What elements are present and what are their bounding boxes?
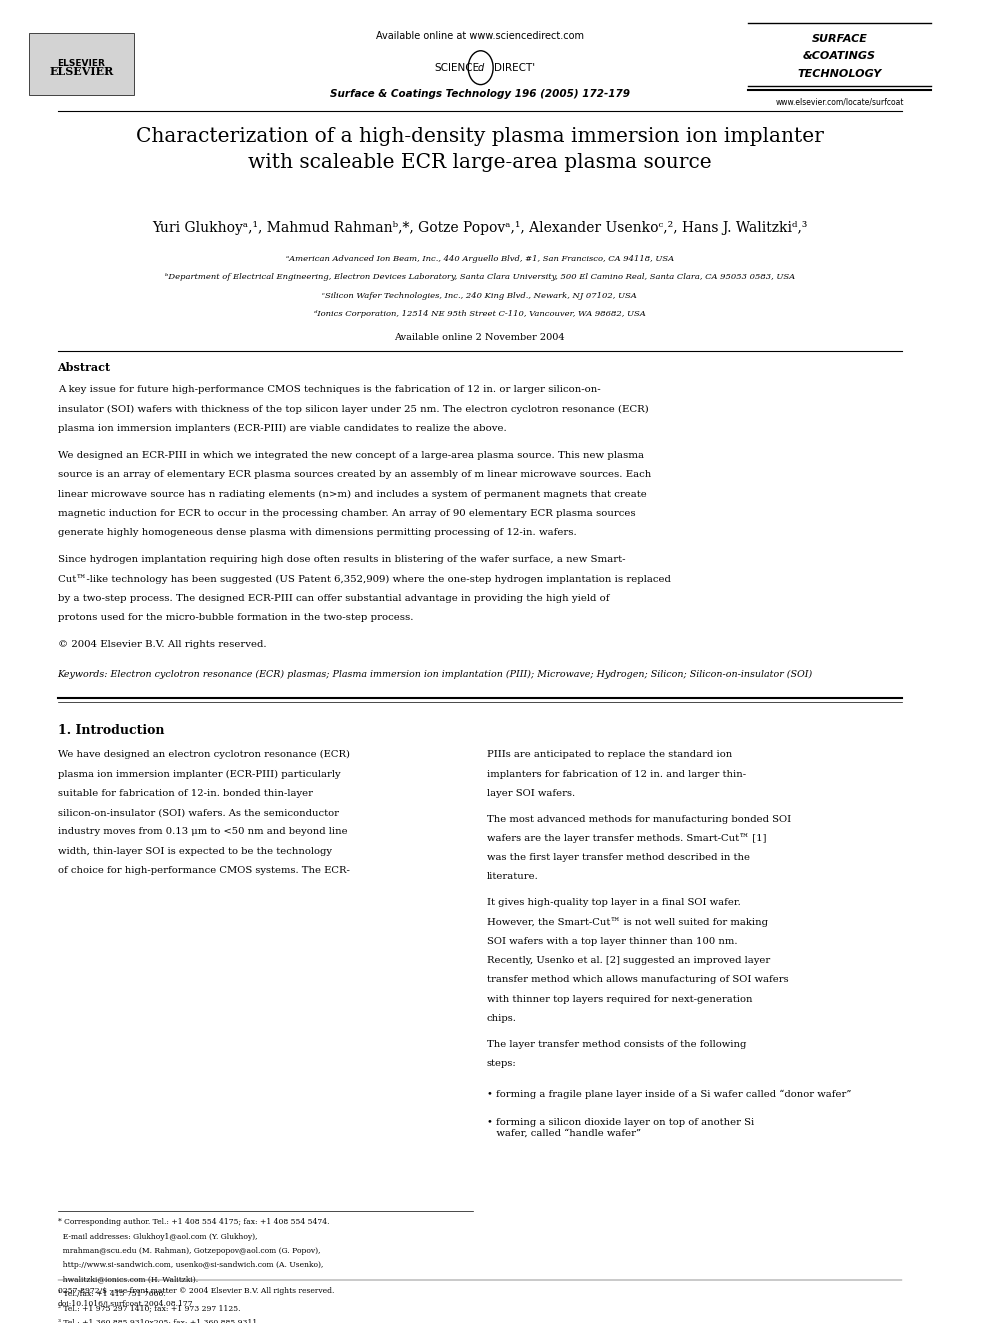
Text: The most advanced methods for manufacturing bonded SOI: The most advanced methods for manufactur… xyxy=(487,815,791,824)
Text: SOI wafers with a top layer thinner than 100 nm.: SOI wafers with a top layer thinner than… xyxy=(487,937,737,946)
Text: layer SOI wafers.: layer SOI wafers. xyxy=(487,789,575,798)
Text: 1. Introduction: 1. Introduction xyxy=(58,724,164,737)
Text: However, the Smart-Cut™ is not well suited for making: However, the Smart-Cut™ is not well suit… xyxy=(487,917,768,927)
Text: ELSEVIER: ELSEVIER xyxy=(50,66,114,77)
Text: Available online at www.sciencedirect.com: Available online at www.sciencedirect.co… xyxy=(376,32,583,41)
Text: PIIIs are anticipated to replace the standard ion: PIIIs are anticipated to replace the sta… xyxy=(487,750,732,759)
Text: mrahman@scu.edu (M. Rahman), Gotzepopov@aol.com (G. Popov),: mrahman@scu.edu (M. Rahman), Gotzepopov@… xyxy=(58,1248,320,1256)
Text: of choice for high-performance CMOS systems. The ECR-: of choice for high-performance CMOS syst… xyxy=(58,867,349,875)
FancyBboxPatch shape xyxy=(29,33,134,95)
Text: generate highly homogeneous dense plasma with dimensions permitting processing o: generate highly homogeneous dense plasma… xyxy=(58,528,576,537)
Text: ELSEVIER: ELSEVIER xyxy=(58,60,105,69)
Text: ¹ Tel./fax: +1 415 751 7666.: ¹ Tel./fax: +1 415 751 7666. xyxy=(58,1290,166,1298)
Text: ᵈIonics Corporation, 12514 NE 95th Street C-110, Vancouver, WA 98682, USA: ᵈIonics Corporation, 12514 NE 95th Stree… xyxy=(313,310,646,318)
Text: by a two-step process. The designed ECR-PIII can offer substantial advantage in : by a two-step process. The designed ECR-… xyxy=(58,594,609,602)
Text: plasma ion immersion implanter (ECR-PIII) particularly: plasma ion immersion implanter (ECR-PIII… xyxy=(58,770,340,779)
Text: transfer method which allows manufacturing of SOI wafers: transfer method which allows manufacturi… xyxy=(487,975,789,984)
Text: doi:10.1016/j.surfcoat.2004.08.177: doi:10.1016/j.surfcoat.2004.08.177 xyxy=(58,1301,193,1308)
Text: Available online 2 November 2004: Available online 2 November 2004 xyxy=(395,333,565,343)
Text: d: d xyxy=(477,62,484,73)
Text: hwalitzki@ionics.com (H. Walitzki).: hwalitzki@ionics.com (H. Walitzki). xyxy=(58,1275,197,1283)
Text: It gives high-quality top layer in a final SOI wafer.: It gives high-quality top layer in a fin… xyxy=(487,898,741,908)
Text: chips.: chips. xyxy=(487,1013,517,1023)
Text: Recently, Usenko et al. [2] suggested an improved layer: Recently, Usenko et al. [2] suggested an… xyxy=(487,957,770,964)
Text: SURFACE: SURFACE xyxy=(811,34,867,44)
Text: implanters for fabrication of 12 in. and larger thin-: implanters for fabrication of 12 in. and… xyxy=(487,770,746,779)
Text: was the first layer transfer method described in the: was the first layer transfer method desc… xyxy=(487,853,750,863)
Text: Cut™-like technology has been suggested (US Patent 6,352,909) where the one-step: Cut™-like technology has been suggested … xyxy=(58,574,671,583)
Text: DIRECT': DIRECT' xyxy=(494,62,536,73)
Text: source is an array of elementary ECR plasma sources created by an assembly of m : source is an array of elementary ECR pla… xyxy=(58,470,651,479)
Text: ² Tel.: +1 973 297 1410; fax: +1 973 297 1125.: ² Tel.: +1 973 297 1410; fax: +1 973 297… xyxy=(58,1304,240,1312)
Text: &COATINGS: &COATINGS xyxy=(803,52,876,61)
Text: * Corresponding author. Tel.: +1 408 554 4175; fax: +1 408 554 5474.: * Corresponding author. Tel.: +1 408 554… xyxy=(58,1218,329,1226)
Text: TECHNOLOGY: TECHNOLOGY xyxy=(798,69,882,79)
Text: Characterization of a high-density plasma immersion ion implanter
with scaleable: Characterization of a high-density plasm… xyxy=(136,127,823,172)
Text: www.elsevier.com/locate/surfcoat: www.elsevier.com/locate/surfcoat xyxy=(775,97,904,106)
Text: plasma ion immersion implanters (ECR-PIII) are viable candidates to realize the : plasma ion immersion implanters (ECR-PII… xyxy=(58,423,506,433)
Text: A key issue for future high-performance CMOS techniques is the fabrication of 12: A key issue for future high-performance … xyxy=(58,385,600,394)
Text: Keywords: Electron cyclotron resonance (ECR) plasmas; Plasma immersion ion impla: Keywords: Electron cyclotron resonance (… xyxy=(58,669,812,679)
Text: Yuri Glukhoyᵃ,¹, Mahmud Rahmanᵇ,*, Gotze Popovᵃ,¹, Alexander Usenkoᶜ,², Hans J. : Yuri Glukhoyᵃ,¹, Mahmud Rahmanᵇ,*, Gotze… xyxy=(152,221,807,234)
Text: industry moves from 0.13 μm to <50 nm and beyond line: industry moves from 0.13 μm to <50 nm an… xyxy=(58,827,347,836)
Text: steps:: steps: xyxy=(487,1058,517,1068)
Text: We have designed an electron cyclotron resonance (ECR): We have designed an electron cyclotron r… xyxy=(58,750,349,759)
Text: We designed an ECR-PIII in which we integrated the new concept of a large-area p: We designed an ECR-PIII in which we inte… xyxy=(58,451,644,460)
Text: Abstract: Abstract xyxy=(58,363,111,373)
Text: Since hydrogen implantation requiring high dose often results in blistering of t: Since hydrogen implantation requiring hi… xyxy=(58,556,625,564)
Text: 0257-8972/$ - see front matter © 2004 Elsevier B.V. All rights reserved.: 0257-8972/$ - see front matter © 2004 El… xyxy=(58,1287,334,1295)
Text: width, thin-layer SOI is expected to be the technology: width, thin-layer SOI is expected to be … xyxy=(58,847,331,856)
Text: suitable for fabrication of 12-in. bonded thin-layer: suitable for fabrication of 12-in. bonde… xyxy=(58,789,312,798)
Text: • forming a fragile plane layer inside of a Si wafer called “donor wafer”: • forming a fragile plane layer inside o… xyxy=(487,1090,851,1099)
Text: literature.: literature. xyxy=(487,872,539,881)
Text: E-mail addresses: Glukhoy1@aol.com (Y. Glukhoy),: E-mail addresses: Glukhoy1@aol.com (Y. G… xyxy=(58,1233,257,1241)
Text: linear microwave source has n radiating elements (n>m) and includes a system of : linear microwave source has n radiating … xyxy=(58,490,647,499)
Text: ᵃAmerican Advanced Ion Beam, Inc., 440 Arguello Blvd, #1, San Francisco, CA 9411: ᵃAmerican Advanced Ion Beam, Inc., 440 A… xyxy=(286,255,674,263)
Text: silicon-on-insulator (SOI) wafers. As the semiconductor: silicon-on-insulator (SOI) wafers. As th… xyxy=(58,808,338,818)
Text: http://www.si-sandwich.com, usenko@si-sandwich.com (A. Usenko),: http://www.si-sandwich.com, usenko@si-sa… xyxy=(58,1261,323,1269)
Text: magnetic induction for ECR to occur in the processing chamber. An array of 90 el: magnetic induction for ECR to occur in t… xyxy=(58,509,635,517)
Text: • forming a silicon dioxide layer on top of another Si
   wafer, called “handle : • forming a silicon dioxide layer on top… xyxy=(487,1118,754,1138)
Text: ᵇDepartment of Electrical Engineering, Electron Devices Laboratory, Santa Clara : ᵇDepartment of Electrical Engineering, E… xyxy=(165,274,795,282)
Text: wafers are the layer transfer methods. Smart-Cut™ [1]: wafers are the layer transfer methods. S… xyxy=(487,833,767,844)
Text: © 2004 Elsevier B.V. All rights reserved.: © 2004 Elsevier B.V. All rights reserved… xyxy=(58,640,266,650)
Text: protons used for the micro-bubble formation in the two-step process.: protons used for the micro-bubble format… xyxy=(58,613,413,622)
Text: SCIENCE: SCIENCE xyxy=(434,62,480,73)
Text: insulator (SOI) wafers with thickness of the top silicon layer under 25 nm. The : insulator (SOI) wafers with thickness of… xyxy=(58,405,649,414)
Text: ³ Tel.: +1 360 885 9310x205; fax: +1 360 885 9311.: ³ Tel.: +1 360 885 9310x205; fax: +1 360… xyxy=(58,1319,259,1323)
Text: ᶜSilicon Wafer Technologies, Inc., 240 King Blvd., Newark, NJ 07102, USA: ᶜSilicon Wafer Technologies, Inc., 240 K… xyxy=(322,291,637,299)
Text: The layer transfer method consists of the following: The layer transfer method consists of th… xyxy=(487,1040,746,1049)
Text: with thinner top layers required for next-generation: with thinner top layers required for nex… xyxy=(487,995,752,1004)
Text: Surface & Coatings Technology 196 (2005) 172-179: Surface & Coatings Technology 196 (2005)… xyxy=(329,89,630,99)
